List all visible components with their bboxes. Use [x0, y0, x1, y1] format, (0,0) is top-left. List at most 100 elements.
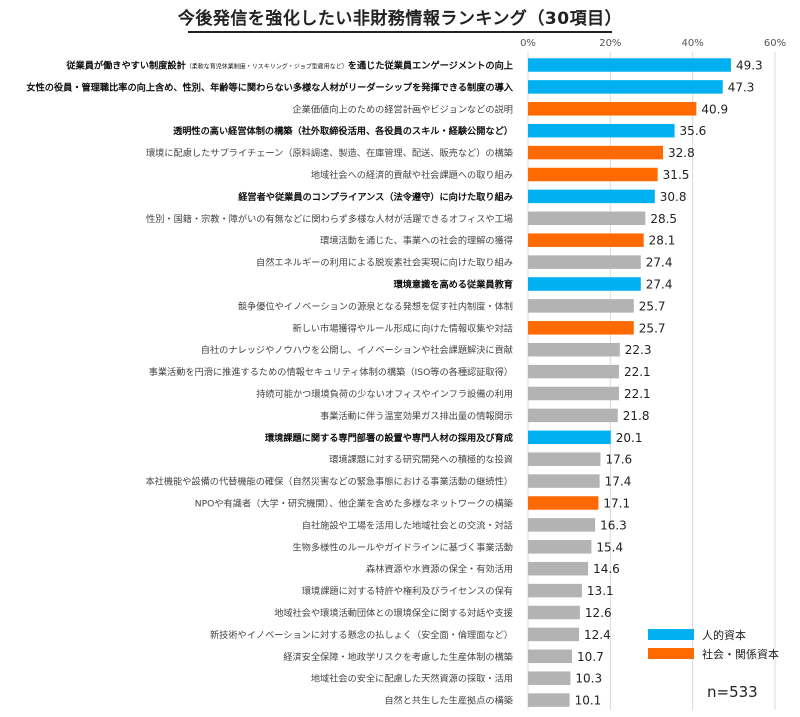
category-label: 環境意識を高める従業員教育 — [394, 279, 513, 291]
category-label: 女性の役員・管理職比率の向上含め、性別、年齢等に関わらない多様な人材がリーダーシ… — [26, 81, 513, 93]
category-label: 自社施設や工場を活用した地域社会との交流・対話 — [302, 519, 513, 531]
bar — [528, 321, 634, 335]
bar — [528, 277, 641, 291]
category-label: 地域社会や環境活動団体との環境保全に関する対話や支援 — [274, 607, 513, 619]
category-label: 生物多様性のルールやガイドラインに基づく事業活動 — [293, 541, 514, 553]
category-label: 新しい市場獲得やルール形成に向けた情報収集や対話 — [293, 322, 514, 334]
value-label: 25.7 — [639, 321, 666, 335]
value-label: 17.4 — [605, 475, 632, 489]
value-label: 17.1 — [603, 497, 630, 511]
value-label: 32.8 — [668, 146, 695, 160]
bar — [528, 299, 634, 313]
category-label: 環境活動を通じた、事業への社会的理解の獲得 — [320, 235, 513, 247]
bar — [528, 364, 619, 379]
bar — [528, 167, 658, 182]
category-label: 透明性の高い経営体制の構築（社外取締役活用、各役員のスキル・経験公開など） — [173, 125, 513, 137]
value-label: 49.3 — [736, 59, 763, 73]
value-label: 20.1 — [616, 431, 643, 445]
bar — [528, 561, 589, 576]
bar — [528, 605, 580, 620]
value-label: 14.6 — [593, 562, 620, 576]
bar — [528, 430, 611, 445]
value-label: 40.9 — [701, 102, 728, 116]
category-label: 地域社会の安全に配慮した天然資源の採取・活用 — [311, 673, 513, 685]
category-label: 企業価値向上のための経営計画やビジョンなどの説明 — [293, 103, 514, 115]
category-label: 競争優位やイノベーションの源泉となる発想を促す社内制度・体制 — [238, 300, 513, 312]
category-label: 森林資源や水資源の保全・有効活用 — [366, 563, 513, 575]
value-label: 12.4 — [584, 628, 611, 642]
legend: 人的資本 社会・関係資本 — [648, 625, 779, 663]
x-tick-label: 60% — [764, 38, 786, 49]
category-label: 自然エネルギーの利用による脱炭素社会実現に向けた取り組み — [256, 257, 513, 269]
bar — [528, 671, 571, 685]
title-underline — [188, 31, 612, 33]
x-tick-label: 20% — [599, 38, 621, 49]
legend-swatch-social — [648, 648, 694, 659]
legend-swatch-human — [648, 629, 694, 640]
bar — [528, 474, 600, 488]
bar — [528, 386, 619, 401]
value-label: 15.4 — [596, 540, 623, 554]
bar — [528, 518, 596, 532]
legend-label-human: 人的資本 — [702, 628, 746, 642]
bar — [528, 693, 570, 707]
category-label: 地域社会への経済的貢献や社会課題への取り組み — [311, 169, 513, 181]
category-label: 環境課題に対する特許や権利及びライセンスの保有 — [302, 585, 513, 597]
value-label: 27.4 — [646, 278, 673, 292]
bar — [528, 452, 601, 466]
bar — [528, 255, 641, 269]
value-label: 27.4 — [646, 256, 673, 270]
bar — [528, 189, 655, 204]
x-tick-label: 40% — [682, 38, 704, 49]
value-label: 30.8 — [660, 190, 687, 204]
value-label: 28.1 — [649, 234, 676, 248]
value-label: 10.1 — [575, 694, 602, 708]
category-label: 事業活動を円滑に推進するための情報セキュリティ体制の構築（ISO等の各種認証取得… — [149, 366, 513, 378]
bar — [528, 583, 582, 598]
value-label: 22.3 — [625, 343, 652, 357]
legend-label-social: 社会・関係資本 — [702, 647, 779, 661]
value-label: 31.5 — [663, 168, 690, 182]
chart-title: 今後発信を強化したい非財務情報ランキング（30項目） — [177, 9, 623, 29]
category-label: 持続可能かつ環境負荷の少ないオフィスやインフラ設備の利用 — [256, 388, 513, 400]
value-label: 28.5 — [650, 212, 677, 226]
bar — [528, 123, 675, 138]
bar — [528, 627, 580, 642]
bar — [528, 102, 697, 116]
bar — [528, 496, 599, 510]
value-label: 22.1 — [624, 387, 651, 401]
value-label: 13.1 — [587, 584, 614, 598]
value-label: 21.8 — [623, 409, 650, 423]
category-label: 従業員が働きやすい制度設計（柔軟な育児休業制度・リスキリング・ジョブ型雇用など）… — [65, 60, 513, 72]
category-label: 経済安全保障・地政学リスクを考慮した生産体制の構築 — [283, 651, 513, 663]
category-label: NPOや有識者（大学・研究機関）、他企業を含めた多様なネットワークの構築 — [195, 498, 513, 510]
category-label: 自社のナレッジやノウハウを公開し、イノベーションや社会課題解決に貢献 — [201, 344, 513, 356]
category-label: 環境に配慮したサプライチェーン（原料調達、製造、在庫管理、配送、販売など）の構築 — [146, 147, 513, 159]
value-label: 47.3 — [728, 80, 755, 94]
bar — [528, 145, 664, 160]
value-label: 35.6 — [680, 124, 707, 138]
bar — [528, 58, 731, 72]
category-label: 自然と共生した生産拠点の構築 — [384, 695, 513, 707]
legend-item-social: 社会・関係資本 — [648, 644, 779, 663]
bar — [528, 80, 723, 94]
bar — [528, 649, 573, 664]
category-label: 事業活動に伴う温室効果ガス排出量の情報開示 — [320, 410, 513, 422]
category-label: 環境課題に対する研究開発への積極的な投資 — [329, 454, 513, 466]
category-label: 環境課題に関する専門部署の設置や専門人材の採用及び育成 — [265, 432, 513, 444]
category-label: 経営者や従業員のコンプライアンス（法令遵守）に向けた取り組み — [238, 191, 513, 203]
category-label: 新技術やイノベーションに対する懸念の払しょく（安全面・倫理面など） — [210, 629, 513, 641]
bar — [528, 408, 618, 423]
legend-item-human: 人的資本 — [648, 625, 779, 644]
bar — [528, 233, 644, 247]
value-label: 25.7 — [639, 299, 666, 313]
value-label: 22.1 — [624, 365, 651, 379]
value-label: 17.6 — [605, 453, 632, 467]
value-label: 10.7 — [577, 650, 604, 664]
value-label: 16.3 — [600, 518, 627, 532]
value-label: 12.6 — [585, 606, 612, 620]
bar — [528, 211, 646, 226]
value-label: 10.3 — [575, 672, 602, 686]
category-label: 性別・国籍・宗教・障がいの有無などに関わらず多様な人材が活躍できるオフィスや工場 — [146, 213, 513, 225]
